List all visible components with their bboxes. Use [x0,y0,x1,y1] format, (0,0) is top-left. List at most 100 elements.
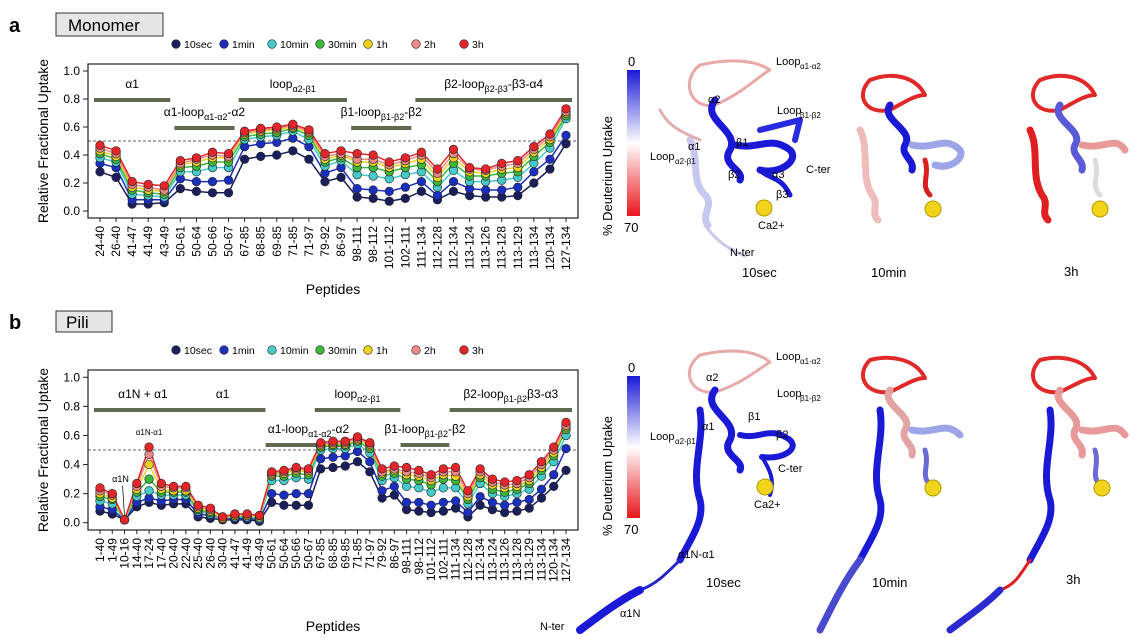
legend-label: 2h [424,39,436,51]
x-tick-label: 50-67 [301,538,315,569]
y-tick-label: 0.4 [63,458,80,472]
data-point [303,489,314,499]
structure-pili-3h [946,355,1129,634]
data-point [340,436,350,446]
data-point [549,470,559,480]
data-point [536,493,547,503]
x-tick-label: 113-134 [527,226,541,269]
data-point [240,154,250,164]
x-tick-label: 50-64 [189,226,203,257]
struct-label-a-a3: α3 [772,169,784,181]
data-point [524,494,534,505]
data-point [487,497,498,507]
time-label-b-0: 10sec [706,575,741,590]
x-tick-label: 71-85 [286,226,300,257]
data-point [175,156,185,166]
data-point [426,500,436,510]
x-tick-label: 102-111 [398,226,412,269]
data-point [524,503,534,513]
data-point [561,465,571,475]
data-point [475,464,485,474]
data-point [529,178,539,188]
data-point [267,489,277,499]
struct-label-a-nter: N-ter [730,247,755,259]
data-point [536,484,547,494]
data-point [438,483,448,493]
data-point [365,457,375,467]
x-tick-label: 113-124 [485,538,499,581]
legend-label: 10sec [184,345,212,357]
data-point [304,125,314,135]
struct-label-a-a1: α1 [688,141,700,153]
data-point [352,457,363,467]
data-point [143,179,153,189]
x-tick-label: 41-47 [228,538,242,569]
x-tick-label: 113-124 [463,226,477,269]
x-tick-label: 71-85 [351,538,365,569]
y-tick-label: 1.0 [63,370,80,384]
data-point [451,462,461,473]
x-tick-label: 112-134 [447,226,461,269]
data-point [291,462,301,473]
data-point [545,164,555,174]
data-point [267,467,277,477]
data-point [389,490,399,500]
x-tick-label: 112-128 [461,538,475,581]
data-point [448,177,459,187]
y-tick-label: 0.0 [63,204,80,218]
x-tick-label: 30-40 [216,538,230,569]
legend-label: 1h [376,345,388,357]
data-point [529,142,539,152]
data-point [416,186,426,196]
y-tick-label: 0.4 [63,148,80,162]
data-point [256,151,266,161]
x-tick-label: 22-40 [179,538,193,569]
legend-label: 30min [328,345,357,357]
segment-label: loopα2-β1 [270,77,316,94]
x-tick-label: 17-40 [154,538,168,569]
struct-label-a-loop3-sub: α2-β1 [675,157,696,166]
data-point [175,184,185,194]
x-tick-label: 86-97 [387,538,401,569]
data-point [223,149,234,159]
struct-label-a-loop3: Loop [650,151,674,163]
data-point [205,503,215,513]
data-point [288,119,298,129]
data-point [119,515,130,525]
data-point [368,193,378,203]
data-point [144,459,154,470]
data-point [223,188,234,198]
y-axis-title: Relative Fractional Uptake [35,59,51,223]
deuterium-scale-b: 0 70 % Deuterium Uptake [600,360,640,537]
data-point [377,486,387,496]
struct-label-a-loop2: Loop [777,105,801,117]
data-point [303,500,314,510]
data-point [291,489,301,499]
data-point [256,123,266,133]
x-tick-label: 113-128 [510,538,524,581]
data-point [512,506,522,516]
legend-marker [411,39,421,49]
data-point [513,182,523,192]
time-label-a-1: 10min [871,265,906,280]
time-label-b-2: 3h [1066,572,1080,587]
x-tick-label: 101-112 [424,538,438,581]
segment-label: loopα2-β1 [334,387,380,404]
x-tick-label: 102-111 [436,538,450,581]
data-point [272,150,282,160]
segment-label: α1-loopα1-α2-α2 [268,422,350,439]
y-tick-label: 0.6 [63,428,80,442]
segment-label: α1 [216,387,230,401]
struct-label-b-cter: C-ter [778,463,803,475]
legend-label: 3h [472,39,484,51]
data-point [242,509,252,519]
data-point [536,457,547,467]
annotation-label: α1N-α1 [136,428,163,437]
panel-title-box-a [55,12,164,37]
segment-label: α1-loopα1-α2-α2 [164,105,246,122]
data-point [561,417,571,427]
data-point [316,438,326,448]
data-point [352,149,362,159]
legend-marker [219,345,229,355]
